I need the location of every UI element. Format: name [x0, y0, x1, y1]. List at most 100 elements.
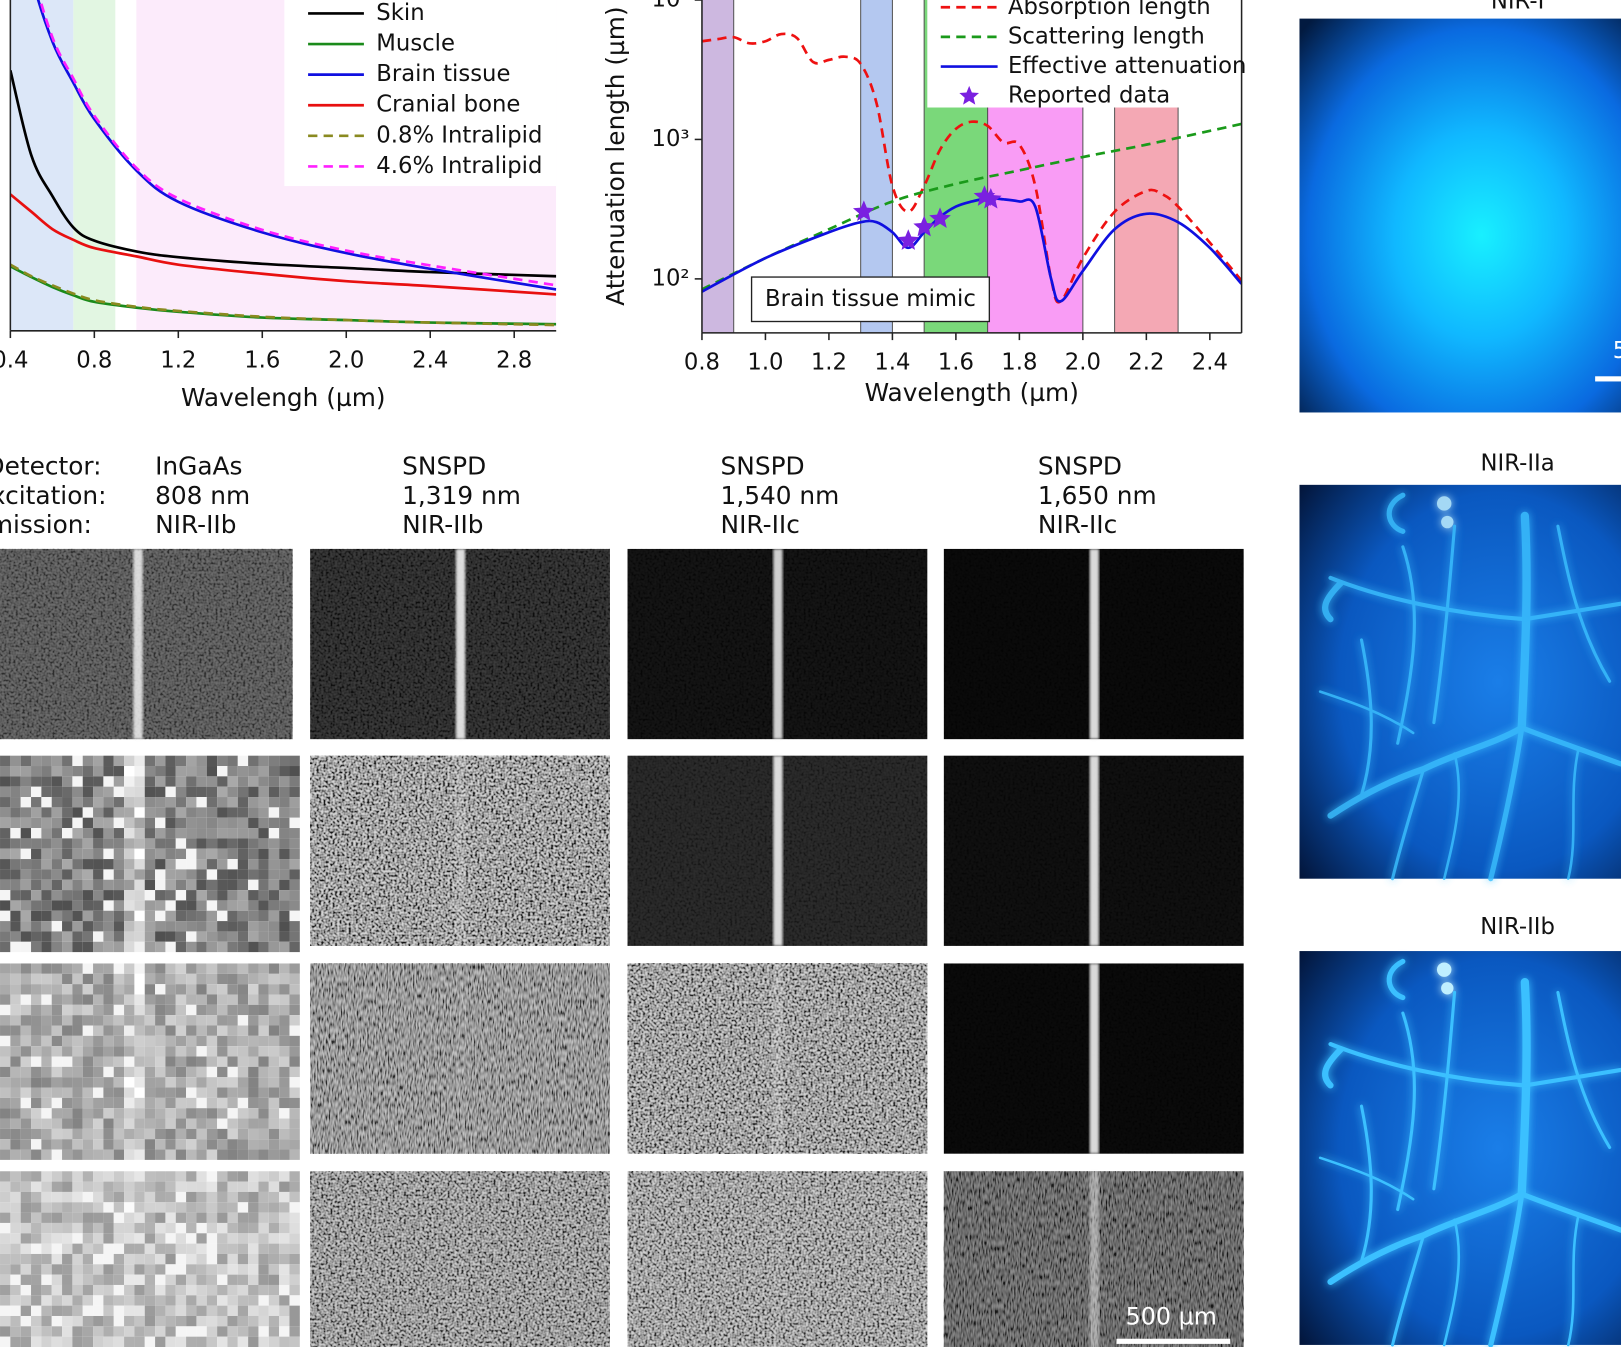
- pixel: [103, 994, 114, 1005]
- column-header: SNSPD: [402, 451, 486, 480]
- pixel: [196, 1149, 207, 1160]
- pixel: [248, 910, 259, 922]
- pixel: [248, 1139, 259, 1150]
- x-tick-label: 1.4: [874, 349, 910, 375]
- pixel: [124, 1222, 135, 1234]
- pixel: [217, 1087, 228, 1098]
- pixel: [134, 797, 145, 808]
- pixel: [10, 1305, 21, 1316]
- pixel: [217, 838, 228, 849]
- pixel: [248, 1087, 259, 1098]
- pixel: [227, 1336, 238, 1347]
- pixel: [155, 941, 166, 953]
- pixel: [248, 817, 259, 829]
- detector-image: [310, 963, 610, 1154]
- pixel: [10, 1233, 21, 1244]
- pixel: [206, 786, 218, 798]
- pixel: [41, 817, 52, 829]
- pixel: [113, 1326, 125, 1337]
- pixel: [134, 1118, 145, 1129]
- pixel: [268, 1118, 280, 1129]
- pixel: [227, 869, 238, 880]
- pixel: [217, 1118, 228, 1129]
- pixel: [289, 1264, 300, 1275]
- pixel: [31, 766, 42, 777]
- pixel: [0, 910, 11, 922]
- pixel: [186, 1035, 197, 1047]
- pixel: [62, 1295, 73, 1306]
- pixel: [0, 1046, 11, 1057]
- pixel: [124, 1243, 135, 1254]
- pixel: [51, 817, 63, 829]
- pixel: [206, 1264, 218, 1275]
- pixel: [258, 910, 269, 922]
- pixel: [258, 1066, 269, 1078]
- pixel: [0, 1149, 11, 1160]
- detector-image: [310, 548, 610, 740]
- pixel: [206, 1305, 218, 1316]
- pixel: [144, 1191, 156, 1203]
- pixel: [237, 1264, 249, 1275]
- pixel: [217, 1015, 228, 1026]
- pixel: [237, 1087, 249, 1098]
- pixel: [10, 890, 21, 901]
- pixel: [217, 1004, 228, 1016]
- pixel: [134, 921, 145, 932]
- pixel: [82, 890, 94, 901]
- pixel: [31, 1128, 42, 1140]
- pixel: [144, 1233, 156, 1244]
- pixel: [124, 1315, 135, 1327]
- pixel: [113, 807, 125, 818]
- pixel: [268, 1264, 280, 1275]
- pixel: [248, 1181, 259, 1192]
- pixel: [155, 817, 166, 829]
- pixel: [165, 1077, 176, 1088]
- pixel: [217, 828, 228, 839]
- pixel: [134, 776, 145, 787]
- pixel: [51, 879, 63, 891]
- pixel: [217, 1274, 228, 1285]
- pixel: [51, 973, 63, 985]
- pixel: [124, 1097, 135, 1109]
- pixel: [268, 1025, 280, 1036]
- pixel: [31, 973, 42, 985]
- pixel: [144, 1336, 156, 1347]
- pixel: [41, 1284, 52, 1296]
- pixel: [268, 973, 280, 985]
- pixel: [20, 1171, 32, 1182]
- pixel: [93, 941, 104, 953]
- pixel: [237, 984, 249, 995]
- pixel: [196, 941, 207, 953]
- pixel: [51, 1233, 63, 1244]
- pixel: [113, 1128, 125, 1140]
- pixel: [268, 921, 280, 932]
- pixel: [206, 941, 218, 953]
- pixel: [103, 890, 114, 901]
- pixel: [82, 807, 94, 818]
- pixel: [279, 1149, 290, 1160]
- pixel: [62, 1191, 73, 1203]
- pixel: [268, 828, 280, 839]
- detector-image: [627, 1171, 928, 1347]
- pixel: [268, 776, 280, 787]
- pixel: [72, 1035, 83, 1047]
- pixel: [227, 900, 238, 911]
- pixel: [82, 1139, 94, 1150]
- x-axis-label: Wavelength (µm): [865, 378, 1079, 407]
- pixel: [227, 973, 238, 985]
- pixel: [10, 1108, 21, 1119]
- pixel: [258, 890, 269, 901]
- pixel: [237, 786, 249, 798]
- pixel: [155, 1087, 166, 1098]
- pixel: [186, 900, 197, 911]
- pixel: [268, 1336, 280, 1347]
- pixel: [237, 817, 249, 829]
- pixel: [175, 1087, 187, 1098]
- pixel: [82, 1222, 94, 1234]
- pixel: [113, 1264, 125, 1275]
- pixel: [72, 817, 83, 829]
- pixel: [268, 786, 280, 798]
- pixel: [31, 900, 42, 911]
- pixel: [62, 1222, 73, 1234]
- legend-marker: [959, 85, 980, 105]
